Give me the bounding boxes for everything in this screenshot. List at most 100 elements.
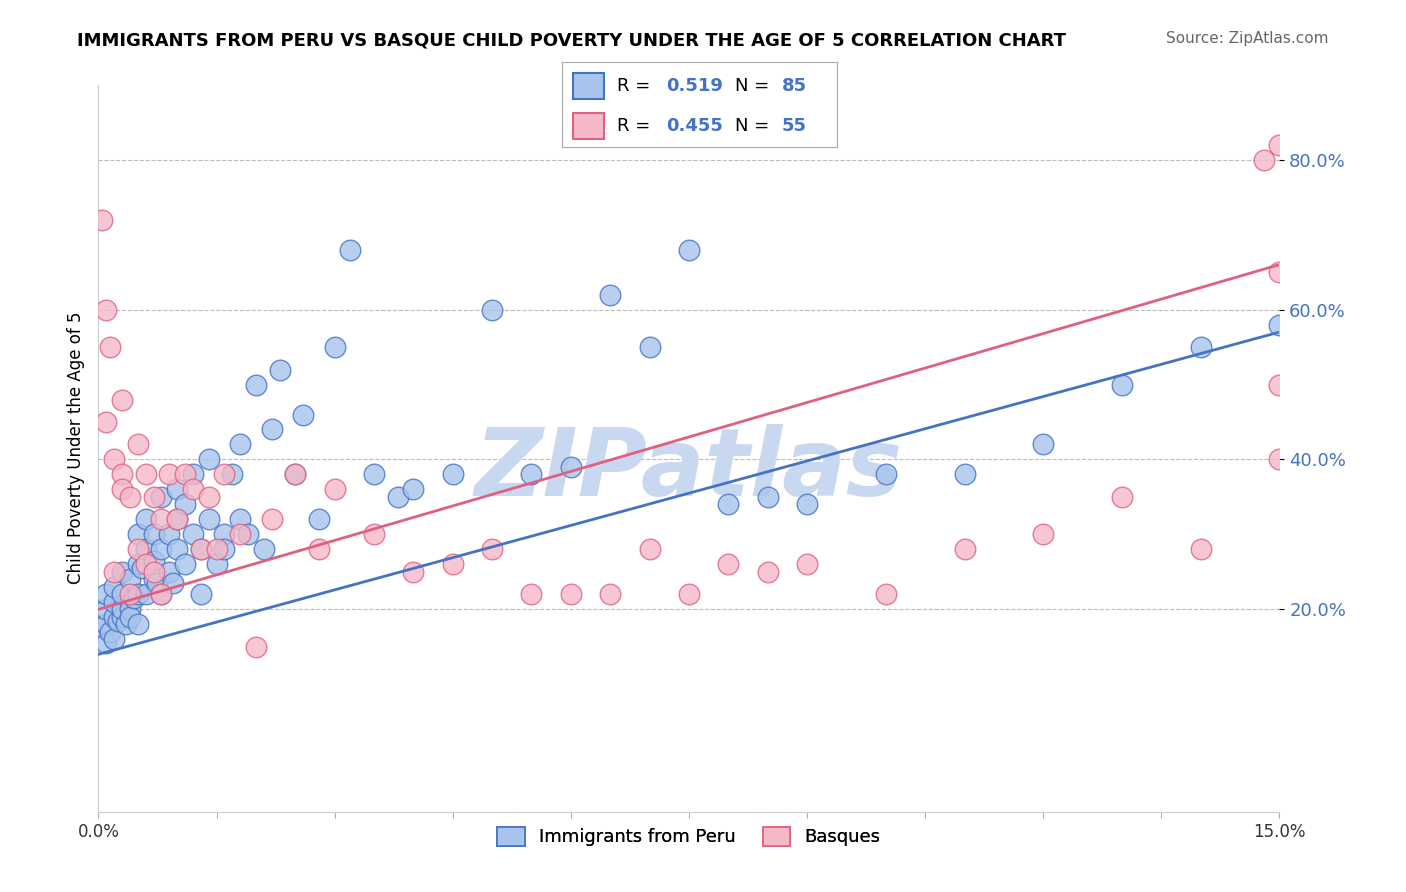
Point [150, 587, 173, 601]
Point [127, 437, 149, 451]
Point [103, 565, 125, 579]
Point [197, 512, 219, 526]
Point [98, 624, 121, 639]
Point [214, 542, 236, 557]
Point [363, 467, 385, 482]
Point [96, 587, 118, 601]
Point [111, 610, 134, 624]
Text: N =: N = [735, 78, 775, 95]
Point [103, 595, 125, 609]
Point [221, 467, 243, 482]
Point [174, 467, 197, 482]
Point [157, 527, 180, 541]
Point [1189, 340, 1212, 354]
Point [245, 377, 267, 392]
FancyBboxPatch shape [574, 113, 603, 139]
Point [118, 587, 141, 601]
Point [253, 542, 276, 557]
Point [229, 527, 252, 541]
Point [197, 452, 219, 467]
Point [135, 542, 157, 557]
Point [127, 587, 149, 601]
Point [166, 483, 188, 497]
Text: 55: 55 [782, 117, 807, 135]
Point [146, 576, 169, 591]
Point [150, 490, 173, 504]
Point [91, 212, 114, 227]
Point [162, 576, 184, 591]
Point [284, 467, 307, 482]
Point [142, 565, 165, 579]
Point [96, 302, 118, 317]
Point [190, 542, 212, 557]
Point [1268, 318, 1291, 332]
Point [205, 558, 228, 572]
Text: N =: N = [735, 117, 775, 135]
Point [953, 542, 976, 557]
Point [142, 573, 165, 587]
Point [166, 542, 188, 557]
Point [135, 467, 157, 482]
Point [118, 490, 141, 504]
Point [181, 527, 204, 541]
FancyBboxPatch shape [574, 73, 603, 99]
Point [135, 587, 157, 601]
Point [131, 561, 153, 575]
Point [1032, 437, 1054, 451]
Point [111, 602, 134, 616]
Point [560, 587, 582, 601]
Point [308, 542, 330, 557]
Text: 0.455: 0.455 [666, 117, 724, 135]
Point [157, 565, 180, 579]
Point [181, 467, 204, 482]
Point [135, 558, 157, 572]
Point [150, 512, 173, 526]
Text: Source: ZipAtlas.com: Source: ZipAtlas.com [1166, 31, 1329, 46]
Point [118, 602, 141, 616]
Point [481, 302, 503, 317]
Point [796, 498, 818, 512]
Point [166, 512, 188, 526]
Point [678, 587, 700, 601]
Point [181, 483, 204, 497]
Point [103, 452, 125, 467]
Point [560, 460, 582, 475]
Point [756, 490, 779, 504]
Point [214, 527, 236, 541]
Point [96, 617, 118, 632]
Text: ZIPatlas: ZIPatlas [475, 424, 903, 516]
Point [1268, 137, 1291, 152]
Point [96, 415, 118, 429]
Point [229, 437, 252, 451]
Point [1253, 153, 1275, 167]
Point [118, 573, 141, 587]
Point [150, 587, 173, 601]
Point [363, 527, 385, 541]
Point [174, 558, 197, 572]
Point [796, 558, 818, 572]
Point [245, 640, 267, 654]
Point [166, 512, 188, 526]
Y-axis label: Child Poverty Under the Age of 5: Child Poverty Under the Age of 5 [66, 312, 84, 584]
Text: IMMIGRANTS FROM PERU VS BASQUE CHILD POVERTY UNDER THE AGE OF 5 CORRELATION CHAR: IMMIGRANTS FROM PERU VS BASQUE CHILD POV… [77, 31, 1066, 49]
Text: R =: R = [617, 117, 657, 135]
Point [174, 498, 197, 512]
Point [103, 610, 125, 624]
Point [142, 490, 165, 504]
Point [135, 512, 157, 526]
Point [107, 614, 129, 628]
Point [103, 580, 125, 594]
Point [481, 542, 503, 557]
Text: 0.0%: 0.0% [77, 822, 120, 841]
Point [717, 498, 740, 512]
Point [91, 621, 114, 635]
Point [402, 565, 425, 579]
Point [308, 512, 330, 526]
Point [1189, 542, 1212, 557]
Point [142, 527, 165, 541]
Point [122, 591, 145, 606]
Point [599, 587, 621, 601]
Text: 0.519: 0.519 [666, 78, 724, 95]
Point [118, 610, 141, 624]
Point [441, 558, 464, 572]
